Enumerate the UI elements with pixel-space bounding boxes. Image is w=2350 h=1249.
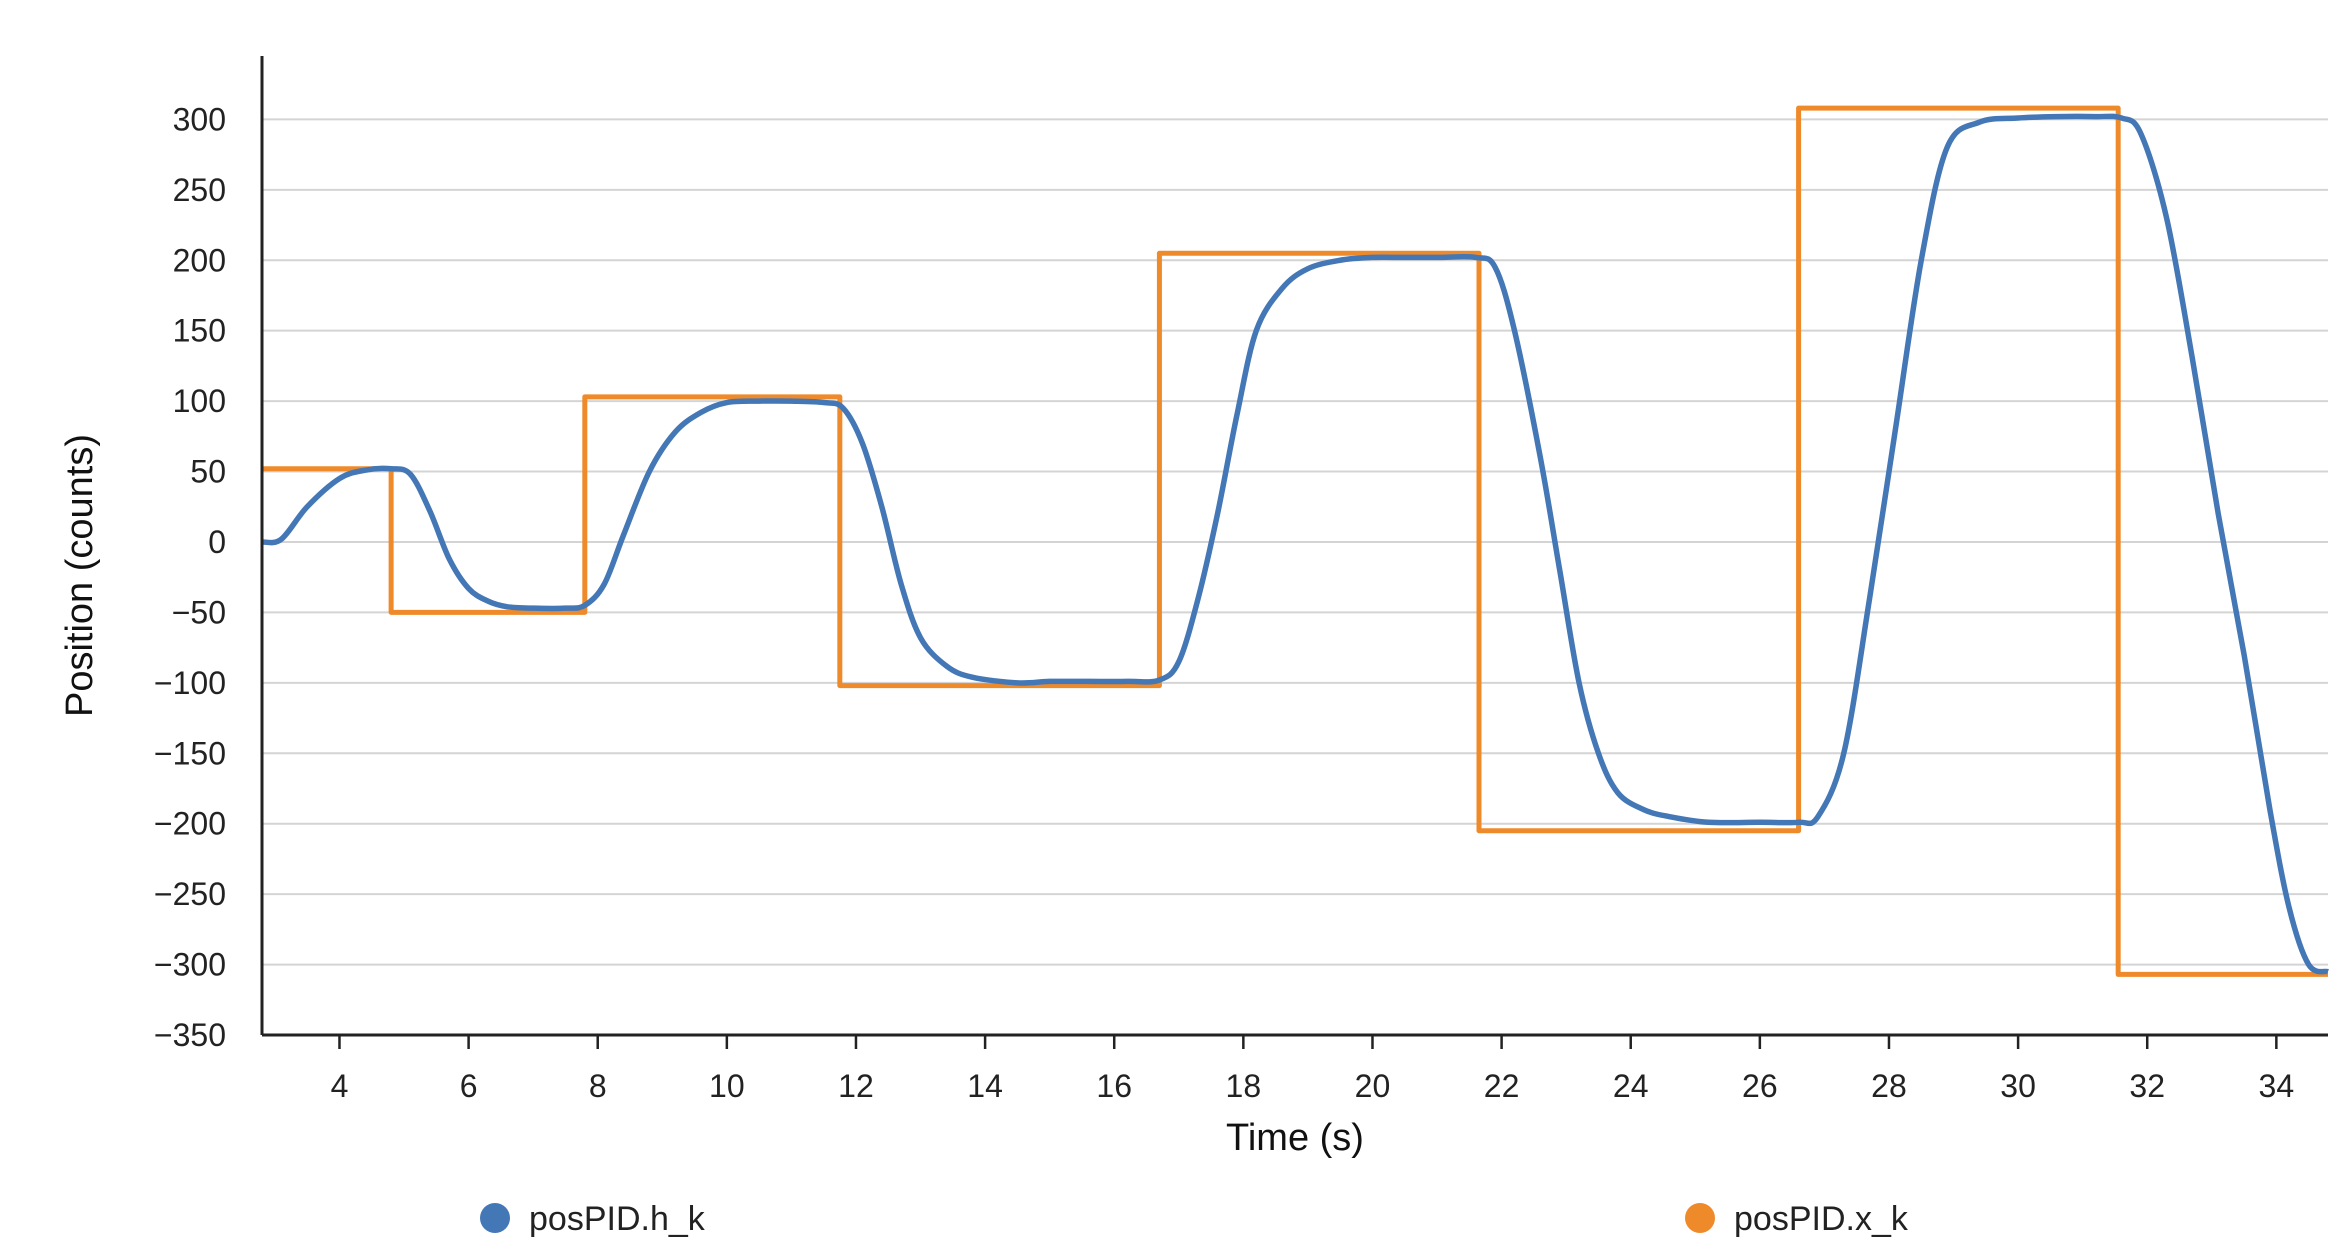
series-line-pospid-h-k — [261, 113, 2329, 975]
y-tick-label: −250 — [154, 876, 226, 912]
y-tick-label: 250 — [173, 172, 226, 208]
x-tick-label: 10 — [709, 1068, 745, 1104]
x-tick-label: 12 — [838, 1068, 874, 1104]
legend-item[interactable]: posPID.h_k — [480, 1200, 706, 1238]
y-tick-label: −50 — [172, 594, 226, 630]
y-tick-label: −100 — [154, 665, 226, 701]
x-tick-label: 26 — [1742, 1068, 1778, 1104]
legend-item[interactable]: posPID.x_k — [1685, 1200, 1909, 1238]
series-line-pospid-x-k — [262, 105, 2328, 977]
x-tick-label: 28 — [1871, 1068, 1907, 1104]
y-tick-label: −300 — [154, 947, 226, 983]
x-tick-label: 22 — [1484, 1068, 1520, 1104]
grid-lines — [262, 118, 2328, 966]
x-tick-label: 18 — [1226, 1068, 1262, 1104]
y-tick-label: −350 — [154, 1017, 226, 1053]
x-tick-label: 6 — [460, 1068, 478, 1104]
x-tick-label: 16 — [1096, 1068, 1132, 1104]
x-axis-title: Time (s) — [1226, 1117, 1364, 1159]
x-tick-label: 30 — [2000, 1068, 2036, 1104]
x-tick-label: 24 — [1613, 1068, 1649, 1104]
y-tick-label: 200 — [173, 242, 226, 278]
x-tick-label: 14 — [967, 1068, 1003, 1104]
x-tick-label: 4 — [331, 1068, 349, 1104]
y-axis-title: Position (counts) — [59, 434, 101, 717]
y-tick-labels: 300 250 200 150 100 50 0 −50 −100 −150 −200 −250 −30… — [154, 101, 226, 1053]
x-tick-label: 20 — [1355, 1068, 1391, 1104]
series-layer — [261, 105, 2329, 977]
legend: posPID.h_k posPID.x_k — [480, 1200, 1909, 1238]
y-tick-label: −200 — [154, 806, 226, 842]
legend-label: posPID.h_k — [529, 1200, 706, 1238]
y-tick-label: 150 — [173, 313, 226, 349]
x-tick-labels: 4 6 8 10 12 14 16 18 20 22 24 26 28 30 32 34 — [331, 1035, 2295, 1104]
legend-label: posPID.x_k — [1734, 1200, 1909, 1238]
y-tick-label: 50 — [190, 454, 226, 490]
x-tick-label: 8 — [589, 1068, 607, 1104]
y-tick-label: 300 — [173, 101, 226, 137]
x-tick-label: 34 — [2259, 1068, 2295, 1104]
legend-marker — [480, 1203, 510, 1233]
legend-marker — [1685, 1203, 1715, 1233]
x-tick-label: 32 — [2129, 1068, 2165, 1104]
y-tick-label: −150 — [154, 735, 226, 771]
y-tick-label: 0 — [208, 524, 226, 560]
axes — [260, 56, 2328, 1037]
y-tick-label: 100 — [173, 383, 226, 419]
